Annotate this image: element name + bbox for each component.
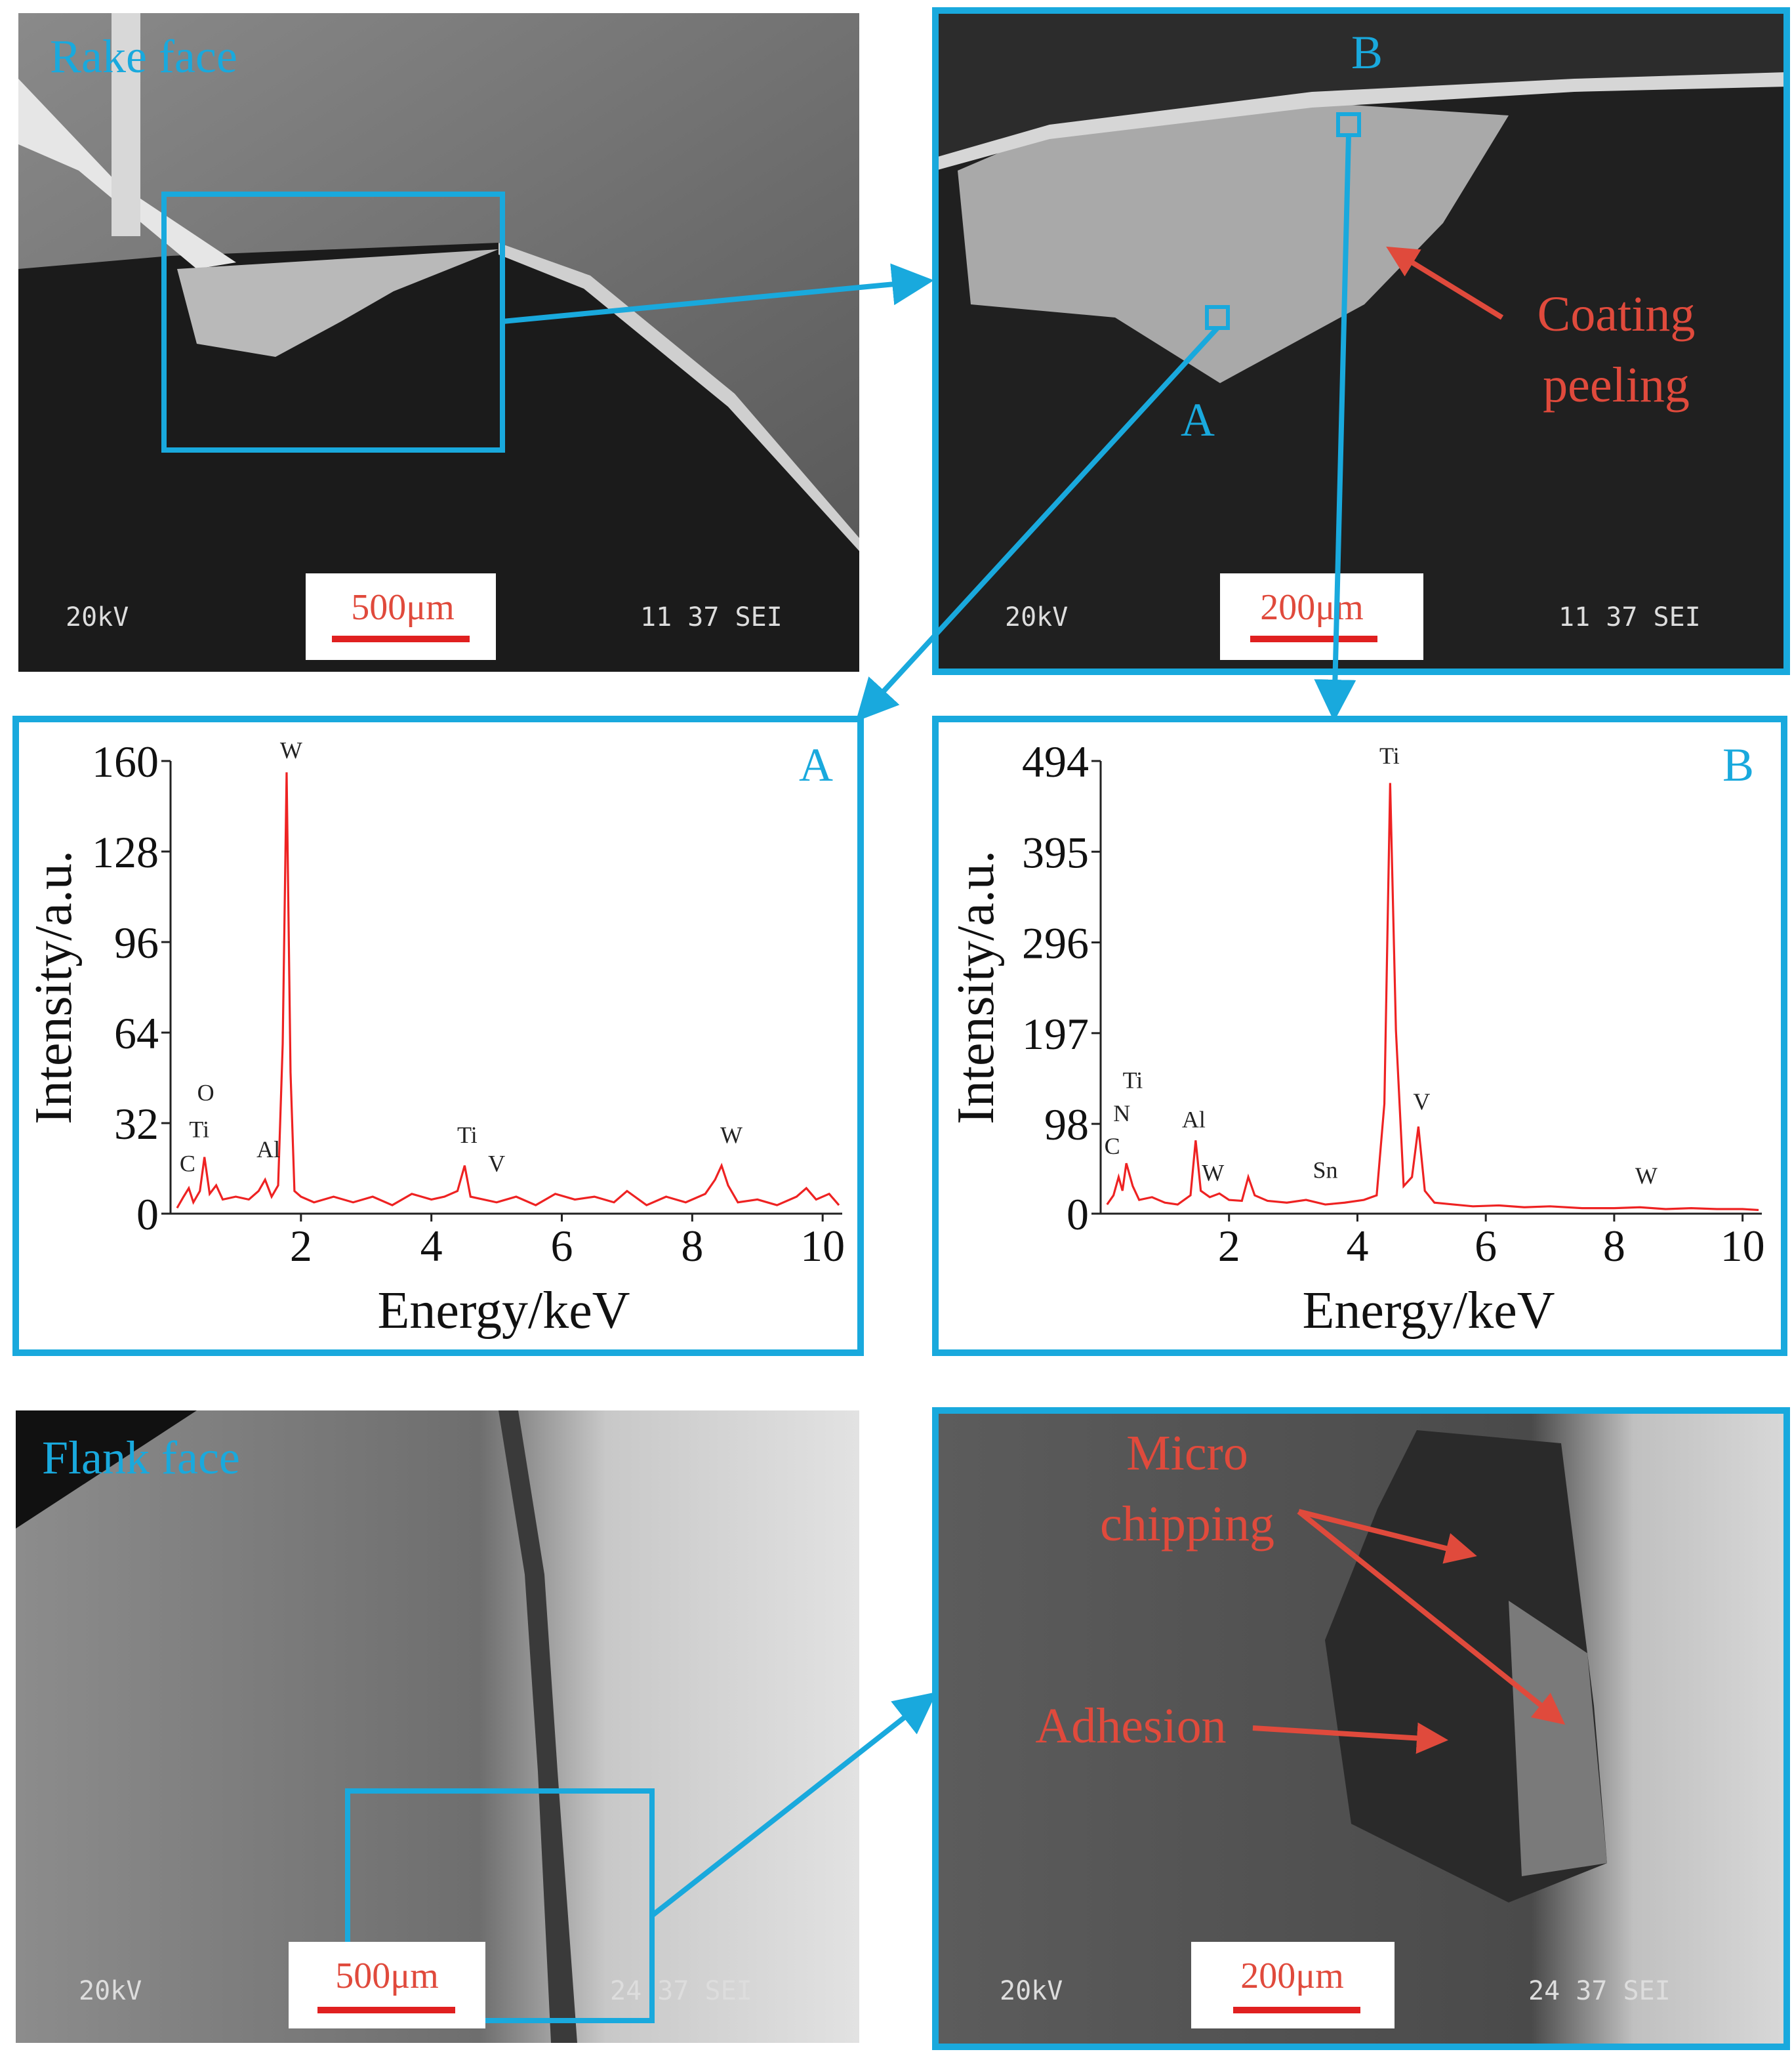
x-tick-label: 8 xyxy=(681,1221,703,1271)
peak-label: Ti xyxy=(189,1117,209,1143)
peak-label: Al xyxy=(256,1136,280,1162)
voltage: 20kV xyxy=(1000,1976,1063,2006)
image-label: Rake face xyxy=(50,30,237,83)
peak-label: W xyxy=(280,737,302,764)
peak-label: C xyxy=(1105,1133,1120,1159)
peak-label: Ti xyxy=(1123,1067,1143,1094)
scale-label: 500μm xyxy=(351,587,455,628)
info: 11 37 SEI xyxy=(1558,602,1701,632)
annotation: chipping xyxy=(1100,1496,1274,1552)
x-tick-label: 6 xyxy=(1475,1221,1497,1271)
x-tick-label: 2 xyxy=(1218,1221,1240,1271)
peak-label: C xyxy=(180,1150,195,1176)
connectors xyxy=(502,134,1356,1918)
sem-rake-zoom: B A Coating peeling 200μm 20kV 11 37 SEI xyxy=(932,7,1790,675)
x-tick-label: 4 xyxy=(1346,1221,1368,1271)
peak-label: W xyxy=(1202,1160,1224,1186)
peak-label: Al xyxy=(1182,1107,1206,1133)
annotation: Micro xyxy=(1126,1426,1248,1481)
panel-label: A xyxy=(799,739,833,791)
sem-flank-zoom: Micro chipping Adhesion 200μm 20kV 24 37… xyxy=(932,1407,1790,2050)
y-tick-label: 197 xyxy=(1022,1009,1089,1059)
y-tick-label: 128 xyxy=(92,827,159,877)
y-tick-label: 160 xyxy=(92,737,159,787)
x-tick-label: 6 xyxy=(551,1221,573,1271)
y-tick-label: 64 xyxy=(114,1008,159,1058)
scale-label: 500μm xyxy=(335,1956,439,1996)
chart-frame xyxy=(12,716,864,1356)
sem-rake: Rake face 500μm 20kV 11 37 SEI xyxy=(18,13,859,672)
peak-label: Sn xyxy=(1313,1157,1338,1183)
scale-label: 200μm xyxy=(1260,587,1364,628)
peak-label: W xyxy=(720,1122,743,1148)
chart-frame xyxy=(932,716,1787,1356)
x-tick-label: 8 xyxy=(1603,1221,1625,1271)
image-label: Flank face xyxy=(42,1431,240,1484)
y-axis-label: Intensity/a.u. xyxy=(947,850,1005,1124)
peak-label: Ti xyxy=(457,1122,478,1148)
peak-label: N xyxy=(1113,1100,1130,1126)
y-tick-label: 96 xyxy=(114,918,159,968)
x-tick-label: 4 xyxy=(420,1221,443,1271)
x-tick-label: 10 xyxy=(1721,1221,1765,1271)
y-tick-label: 494 xyxy=(1022,737,1089,787)
point-label: B xyxy=(1351,26,1383,79)
peak-label: W xyxy=(1635,1162,1658,1189)
panel-label: B xyxy=(1722,739,1754,791)
peak-label: Ti xyxy=(1379,743,1400,769)
y-axis-label: Intensity/a.u. xyxy=(25,850,83,1124)
peak-label: V xyxy=(1413,1088,1430,1115)
y-tick-label: 395 xyxy=(1022,827,1089,877)
point-label: A xyxy=(1181,394,1215,446)
info: 24 37 SEI xyxy=(610,1976,752,2006)
voltage: 20kV xyxy=(1005,602,1068,632)
y-tick-label: 0 xyxy=(1067,1189,1089,1239)
y-tick-label: 0 xyxy=(136,1189,159,1239)
x-tick-label: 10 xyxy=(800,1221,845,1271)
scale-label: 200μm xyxy=(1240,1956,1344,1996)
annotation: peeling xyxy=(1543,358,1690,413)
spectrum-line xyxy=(1106,783,1759,1212)
spectrum-line xyxy=(176,772,840,1209)
y-tick-label: 296 xyxy=(1022,918,1089,968)
peak-label: V xyxy=(488,1150,505,1176)
annotation: Coating xyxy=(1537,287,1696,342)
sem-flank: Flank face 500μm 20kV 24 37 SEI xyxy=(16,1410,859,2043)
peak-label: O xyxy=(197,1080,214,1106)
voltage: 20kV xyxy=(66,602,129,632)
x-axis-label: Energy/keV xyxy=(377,1282,630,1340)
y-tick-label: 32 xyxy=(114,1099,159,1149)
info: 24 37 SEI xyxy=(1528,1976,1671,2006)
x-axis-label: Energy/keV xyxy=(1302,1282,1555,1340)
voltage: 20kV xyxy=(79,1976,142,2006)
y-tick-label: 98 xyxy=(1044,1100,1089,1149)
annotation: Adhesion xyxy=(1035,1698,1226,1754)
info: 11 37 SEI xyxy=(640,602,783,632)
x-tick-label: 2 xyxy=(290,1221,312,1271)
